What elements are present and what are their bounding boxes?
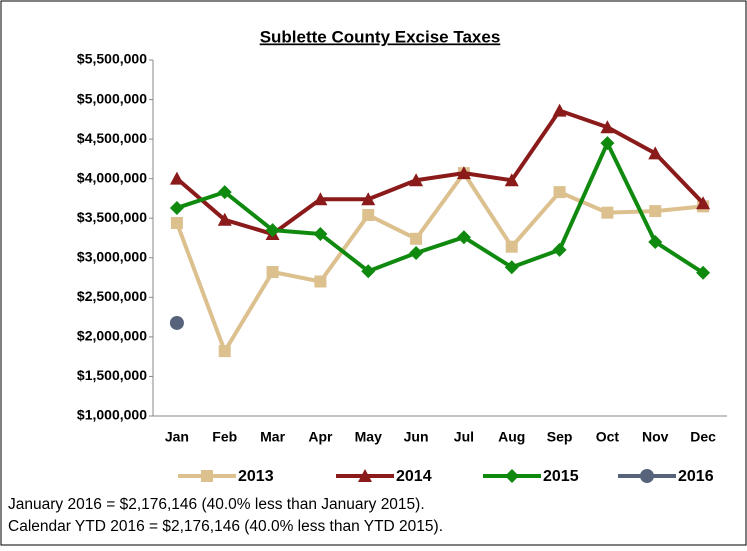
x-tick-label: Jan bbox=[165, 429, 189, 445]
x-tick-label: Dec bbox=[690, 429, 716, 445]
marker bbox=[410, 232, 423, 245]
marker bbox=[169, 171, 184, 185]
marker bbox=[362, 209, 375, 222]
y-tick-label: $5,000,000 bbox=[77, 90, 147, 106]
legend-label: 2016 bbox=[678, 468, 714, 485]
marker bbox=[409, 173, 424, 187]
marker bbox=[552, 242, 567, 257]
marker bbox=[361, 264, 376, 279]
y-tick-label: $1,500,000 bbox=[77, 367, 147, 383]
marker bbox=[456, 166, 471, 180]
marker bbox=[218, 345, 231, 358]
x-tick-label: Sep bbox=[547, 429, 573, 445]
marker bbox=[265, 223, 280, 238]
y-tick-label: $1,000,000 bbox=[77, 407, 147, 423]
marker bbox=[217, 212, 232, 226]
marker bbox=[169, 200, 184, 215]
marker bbox=[217, 185, 232, 200]
y-tick-label: $2,000,000 bbox=[77, 328, 147, 344]
x-tick-label: Jun bbox=[404, 429, 429, 445]
marker bbox=[601, 206, 614, 219]
x-tick-label: Feb bbox=[212, 429, 237, 445]
marker bbox=[552, 103, 567, 117]
marker bbox=[505, 469, 519, 483]
y-tick-label: $2,500,000 bbox=[77, 288, 147, 304]
marker bbox=[648, 234, 663, 249]
annotation: January 2016 = $2,176,146 (40.0% less th… bbox=[8, 496, 425, 513]
marker bbox=[648, 146, 663, 160]
legend-label: 2014 bbox=[396, 468, 432, 485]
marker bbox=[358, 469, 372, 482]
annotation: Calendar YTD 2016 = $2,176,146 (40.0% le… bbox=[8, 518, 443, 535]
x-tick-label: Jul bbox=[454, 429, 474, 445]
marker bbox=[201, 470, 213, 482]
marker bbox=[409, 246, 424, 261]
marker bbox=[313, 192, 328, 206]
marker bbox=[266, 266, 279, 279]
x-tick-label: Mar bbox=[260, 429, 285, 445]
x-tick-label: Oct bbox=[596, 429, 620, 445]
y-tick-label: $5,500,000 bbox=[77, 51, 147, 67]
y-tick-label: $3,500,000 bbox=[77, 209, 147, 225]
marker bbox=[314, 275, 327, 288]
x-tick-label: Aug bbox=[498, 429, 525, 445]
marker bbox=[696, 265, 711, 280]
legend-label: 2015 bbox=[543, 468, 579, 485]
marker bbox=[696, 196, 711, 210]
series-line bbox=[175, 171, 704, 354]
marker bbox=[600, 136, 615, 151]
marker bbox=[505, 240, 518, 253]
marker bbox=[456, 230, 471, 245]
marker bbox=[649, 205, 662, 218]
marker bbox=[600, 120, 615, 134]
x-tick-label: May bbox=[355, 429, 382, 445]
series-line bbox=[175, 108, 705, 237]
x-tick-label: Nov bbox=[642, 429, 669, 445]
series-line bbox=[176, 141, 705, 275]
y-tick-label: $4,000,000 bbox=[77, 169, 147, 185]
y-tick-label: $4,500,000 bbox=[77, 130, 147, 146]
marker bbox=[640, 469, 654, 483]
marker bbox=[553, 186, 566, 199]
marker bbox=[504, 260, 519, 275]
marker bbox=[361, 192, 376, 206]
marker bbox=[169, 315, 184, 330]
marker bbox=[313, 227, 328, 242]
x-tick-label: Apr bbox=[308, 429, 333, 445]
y-tick-label: $3,000,000 bbox=[77, 248, 147, 264]
marker bbox=[504, 173, 519, 187]
marker bbox=[170, 216, 183, 229]
legend-label: 2013 bbox=[238, 468, 274, 485]
chart-title: Sublette County Excise Taxes bbox=[260, 27, 501, 46]
